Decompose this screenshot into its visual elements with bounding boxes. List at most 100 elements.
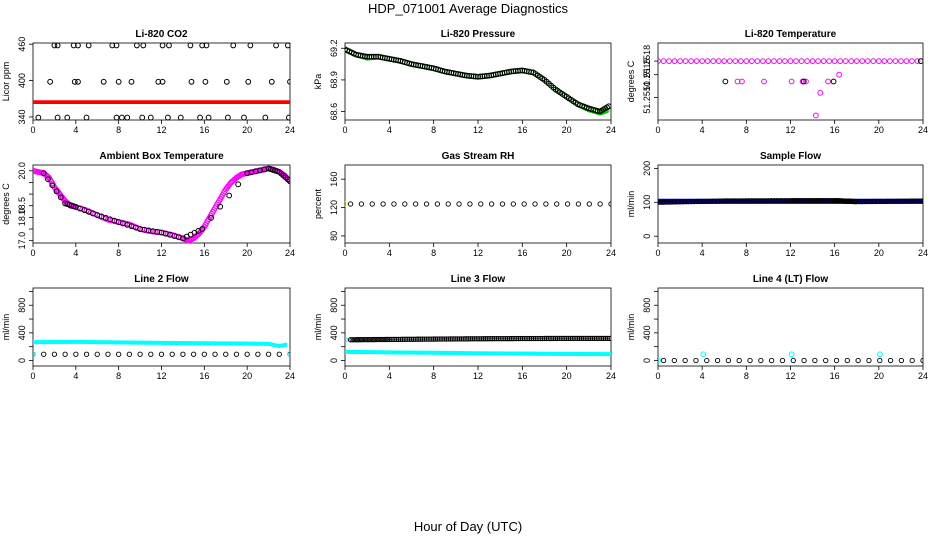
data-point [506,335,513,342]
series-band [33,339,288,349]
x-tick-label: 4 [387,371,392,381]
data-point [710,198,716,204]
data-point [230,42,237,49]
data-point [462,336,468,342]
data-point [721,198,727,204]
data-point [713,198,719,204]
data-point [758,357,764,364]
data-point [438,336,444,342]
y-tick-label: 0 [17,358,27,363]
data-point [287,178,290,185]
data-point [898,198,904,204]
data-point [105,351,111,357]
data-point [217,203,224,210]
data-point [691,198,697,205]
data-point [660,58,667,65]
panel-1: Li-820 CO2 Licor ppm 0 4 8 12 16 20 24 340 400 460 [1,29,295,135]
data-point [165,114,171,121]
data-point [100,78,107,85]
y-tick-label: 400 [329,325,339,340]
data-point [436,336,442,342]
x-tick-label: 4 [700,248,705,258]
data-point [599,335,605,342]
data-point [597,201,603,207]
data-point [801,357,807,364]
data-point [180,351,186,357]
data-point [85,42,92,49]
data-point [565,335,572,342]
data-point [148,351,154,357]
data-point [562,335,568,342]
data-point [478,201,484,207]
data-point [856,198,863,205]
data-point [898,357,905,364]
x-tick-label: 24 [285,248,295,258]
data-point [345,336,348,343]
data-point [776,58,783,65]
data-point [702,198,708,204]
data-point [660,357,667,364]
data-point [54,114,61,121]
panel-title: Gas Stream RH [442,151,515,162]
data-point [688,58,695,65]
data-point [139,114,146,121]
data-point [515,335,522,342]
data-point [199,226,206,232]
data-point [823,357,829,364]
data-point [798,197,805,204]
data-point [62,351,68,357]
data-point [391,201,397,207]
data-point [822,197,829,204]
data-point [866,357,872,364]
x-tick-label: 16 [517,248,527,258]
data-point [57,194,64,201]
data-point [671,199,678,205]
y-tick-label: 0 [329,358,339,363]
x-tick-label: 16 [830,125,840,135]
x-tick-label: 12 [473,125,483,135]
data-point [693,357,699,364]
data-point [510,201,516,207]
series-layer [345,201,611,207]
data-point [660,199,667,205]
x-axis-caption: Hour of Day (UTC) [414,519,522,534]
data-point [126,351,133,357]
y-tick-label: 20.0 [17,162,27,180]
y-tick-label: 18.0 [17,209,27,227]
data-point [83,114,90,121]
data-point [825,78,831,85]
x-tick-label: 12 [785,371,795,381]
data-point [705,198,711,204]
data-point [521,335,527,342]
data-point [878,198,885,205]
data-point [867,198,874,205]
x-tick-label: 8 [116,248,121,258]
plot-frame [344,42,612,121]
data-point [558,335,564,342]
plot-frame [32,42,291,121]
data-point [873,198,879,205]
data-point [877,357,883,364]
data-point [586,335,592,342]
data-point [606,335,611,342]
data-point [674,199,680,205]
y-tick-label: 400 [642,325,652,340]
data-point [746,198,752,204]
series-band [345,349,611,357]
y-tick-label: 100 [642,195,652,210]
x-tick-label: 0 [342,371,347,381]
data-point [791,197,797,204]
x-tick-label: 24 [606,371,616,381]
data-point [456,336,463,342]
data-point [797,197,803,204]
y-tick-label: 80 [329,231,339,241]
data-point [666,58,672,65]
data-point [369,201,375,207]
data-point [109,42,116,49]
data-point [836,71,842,78]
data-point [265,351,272,357]
data-point [554,201,560,207]
data-point [658,357,661,364]
data-point [434,336,441,342]
